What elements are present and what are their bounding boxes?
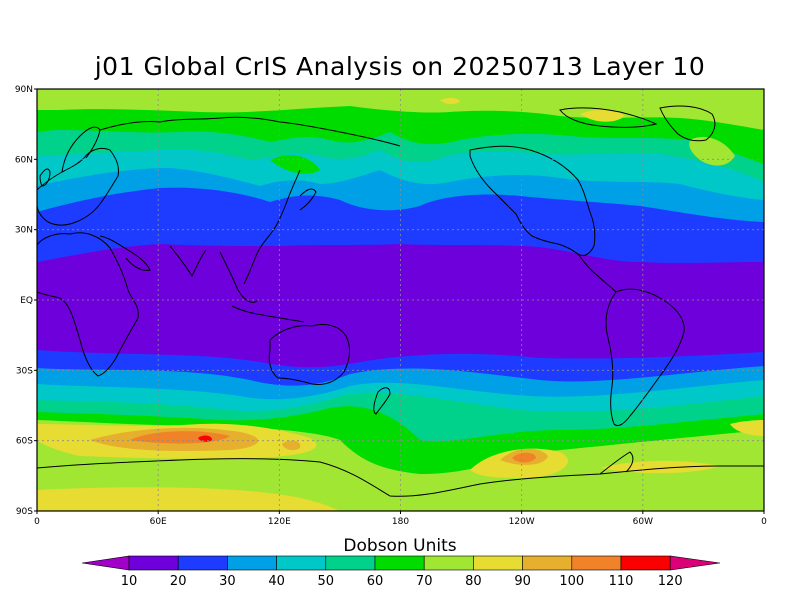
coast-se-asia [219,251,259,303]
lon-tick-label: 0 [34,517,40,527]
coast-north-america [469,145,596,257]
colorbar-level-label: 20 [170,574,187,589]
colorbar-swatch [522,555,573,571]
colorbar: 10 20 30 40 50 60 70 80 90 100 110 120 [81,555,721,589]
colorbar-swatch [325,555,376,571]
coast-south-america [605,288,685,427]
colorbar-level-label: 100 [559,574,584,589]
coast-europe [37,147,119,226]
colorbar-swatch [374,555,425,571]
lat-tick-label: 30S [16,366,33,376]
lon-tick-label: 60E [150,517,167,527]
lat-tick-label: 90S [16,507,33,517]
graticule [37,89,764,511]
coast-east-asia [243,169,301,285]
coast-central-america [577,253,617,293]
coast-scandinavia [61,126,101,173]
lon-tick-label: 0 [761,517,767,527]
band-n90-small [440,97,460,105]
colorbar-swatch [276,555,327,571]
lat-tick-label: 60S [16,437,33,447]
coast-antarctic-peninsula [599,451,634,475]
colorbar-level-label: 10 [121,574,138,589]
coast-antarctica [37,458,764,497]
band-n90 [580,109,625,122]
colorbar-level-label: 110 [609,574,634,589]
colorbar-swatch [620,555,671,571]
colorbar-swatch [177,555,228,571]
colorbar-level-label: 30 [219,574,236,589]
coast-indonesia [231,305,305,323]
colorbar-level-label: 40 [268,574,285,589]
colorbar-level-label: 70 [416,574,433,589]
lat-tick-label: EQ [20,296,33,306]
coast-greenland [659,105,716,142]
coast-arctic-islands [559,107,658,128]
colorbar-level-label: 120 [658,574,683,589]
colorbar-title: Dobson Units [343,536,457,556]
band-s110-east [512,452,536,463]
colorbar-level-label: 50 [318,574,335,589]
lat-tick-label: 60N [15,155,33,165]
colorbar-swatch [423,555,474,571]
band-s90-edge [730,420,764,436]
coast-arabia [99,235,151,271]
colorbar-level-label: 80 [465,574,482,589]
coast-japan [299,188,317,211]
lat-axis: 90N 60N 30N EQ 30S 60S 90S [15,85,37,517]
colorbar-swatch [227,555,277,571]
map-title: j01 Global CrIS Analysis on 20250713 Lay… [94,52,706,81]
lon-tick-label: 120W [509,517,535,527]
band-n80-east [689,136,735,166]
colorbar-swatch [128,555,179,571]
coast-africa [37,232,139,377]
coast-india [169,245,207,278]
band-s90-far [600,460,720,474]
lon-tick-label: 180 [392,517,409,527]
lat-tick-label: 30N [15,226,33,236]
coast-australia [268,323,351,385]
band-s100-small [282,440,301,451]
colorbar-swatch [473,555,523,571]
colorbar-arrow-low [81,555,130,571]
lon-axis: 0 60E 120E 180 120W 60W 0 [34,511,767,527]
lon-tick-label: 120E [268,517,291,527]
coast-asia-north [99,116,401,147]
lon-tick-label: 60W [633,517,653,527]
band-s90-low [37,487,340,511]
lat-tick-label: 90N [15,85,33,95]
colorbar-level-label: 90 [514,574,531,589]
colorbar-arrow-high [669,555,721,571]
coast-nz [373,387,391,415]
band-s120 [198,435,212,442]
colorbar-swatch [571,555,622,571]
coast-uk [39,168,51,187]
colorbar-level-label: 60 [367,574,384,589]
coastlines [37,105,764,497]
